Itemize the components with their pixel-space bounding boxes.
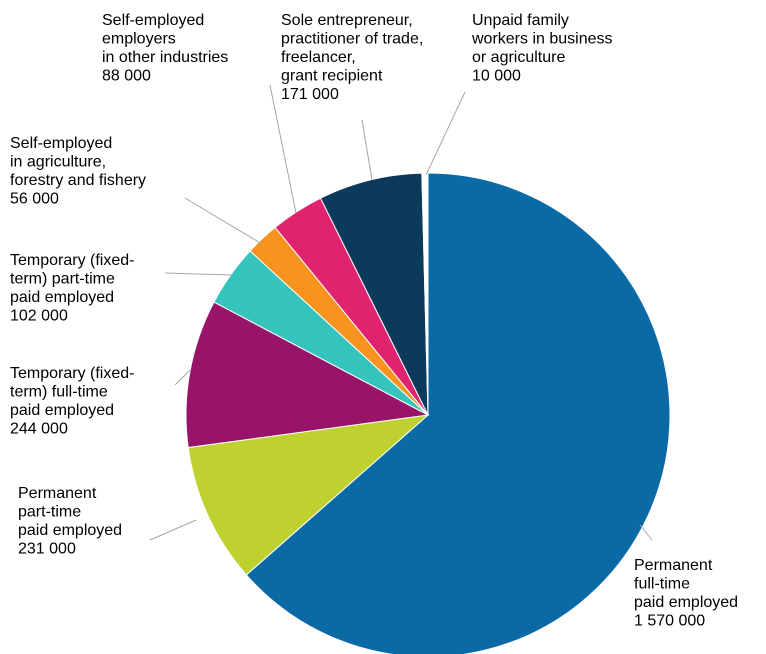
leader-line-unpaid-family <box>425 91 466 176</box>
data-label-self-employed-agriculture: Self-employed in agriculture, forestry and… <box>10 135 146 208</box>
leader-line-permanent-part-time <box>149 519 197 541</box>
leader-line-sole-entrepreneur <box>361 119 373 181</box>
slice-temporary-full-time <box>185 301 430 449</box>
leader-line-temporary-part-time <box>164 272 233 276</box>
slice-sole-entrepreneur <box>319 172 429 416</box>
slice-unpaid-family <box>421 172 429 416</box>
pie-slices <box>185 172 671 654</box>
leader-line-temporary-full-time <box>174 369 191 386</box>
data-label-unpaid-family: Unpaid family workers in business or agric… <box>471 12 613 85</box>
slice-permanent-full-time <box>245 172 671 654</box>
leader-line-self-employed-employers <box>269 84 297 214</box>
data-label-temporary-full-time: Temporary (fixed-term) full-time paid emp… <box>10 365 134 438</box>
leader-line-self-employed-agriculture <box>184 197 263 245</box>
data-label-sole-entrepreneur: Sole entrepreneur, practitioner of trade,… <box>281 12 423 103</box>
data-label-self-employed-employers: Self-employed employers in other industrie… <box>102 12 228 85</box>
slice-permanent-part-time <box>187 414 430 576</box>
leader-lines <box>149 84 653 541</box>
data-label-permanent-full-time: Permanent full-time paid employed 1 570 000 <box>634 557 738 630</box>
slice-labels: Permanent full-time paid employed 1 570 000… <box>10 12 738 630</box>
data-label-temporary-part-time: Temporary (fixed-term) part-time paid emp… <box>10 252 134 325</box>
data-label-permanent-part-time: Permanent part-time paid employed 231 000 <box>18 485 122 558</box>
leader-line-permanent-full-time <box>639 524 653 541</box>
